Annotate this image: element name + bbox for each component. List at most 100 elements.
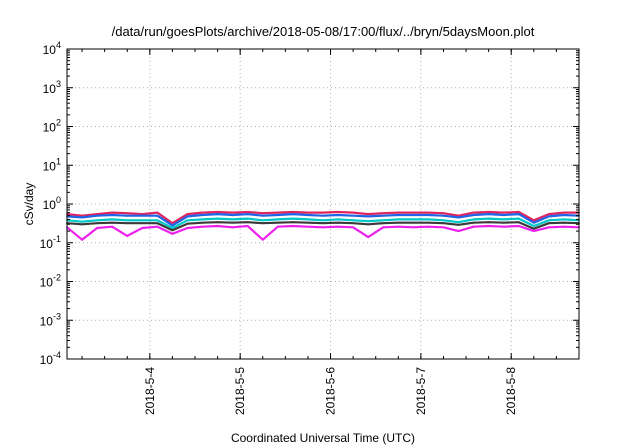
- data-point: [397, 214, 400, 216]
- data-point: [307, 221, 309, 224]
- data-point: [322, 226, 324, 229]
- data-point: [337, 225, 339, 228]
- data-point: [261, 238, 264, 241]
- data-point: [96, 222, 98, 225]
- data-point: [427, 225, 430, 228]
- data-point: [367, 213, 370, 216]
- data-point: [111, 214, 114, 216]
- data-point: [532, 219, 535, 222]
- data-point: [126, 212, 129, 215]
- y-tick-label: 10-3: [40, 311, 61, 328]
- data-point: [201, 218, 204, 221]
- data-point: [141, 219, 144, 222]
- data-point: [201, 211, 204, 214]
- data-point: [563, 225, 565, 228]
- data-point: [201, 221, 204, 224]
- data-point: [261, 212, 264, 215]
- data-point: [457, 216, 460, 219]
- data-point: [412, 226, 415, 229]
- data-point: [186, 219, 189, 222]
- data-point: [487, 221, 490, 224]
- data-point: [412, 221, 415, 224]
- data-point: [231, 218, 234, 221]
- data-point: [201, 225, 204, 228]
- data-point: [548, 226, 550, 229]
- data-point: [111, 211, 114, 214]
- data-point: [292, 221, 294, 224]
- data-point: [517, 213, 520, 216]
- data-point: [246, 217, 249, 220]
- data-point: [487, 211, 490, 213]
- data-point: [352, 211, 354, 214]
- data-point: [307, 214, 309, 216]
- data-point: [457, 223, 460, 226]
- x-tick-label: 2018-5-4: [143, 367, 157, 415]
- data-point: [126, 235, 129, 237]
- data-point: [186, 222, 189, 225]
- data-point: [472, 211, 475, 214]
- y-tick-label: 103: [43, 79, 61, 96]
- data-point: [397, 211, 400, 214]
- data-point: [427, 214, 430, 216]
- data-point: [487, 217, 490, 220]
- data-point: [276, 214, 279, 216]
- data-point: [382, 214, 385, 217]
- data-point: [186, 213, 189, 216]
- data-point: [397, 218, 400, 221]
- data-point: [352, 219, 354, 222]
- data-point: [96, 214, 98, 217]
- data-point: [563, 221, 565, 224]
- data-point: [292, 211, 294, 213]
- data-point: [487, 225, 490, 227]
- data-point: [246, 221, 249, 224]
- data-point: [442, 226, 445, 229]
- data-point: [442, 222, 445, 225]
- data-point: [427, 221, 430, 224]
- data-point: [548, 215, 550, 218]
- data-point: [96, 213, 98, 216]
- data-point: [216, 217, 219, 220]
- data-point: [517, 211, 520, 213]
- data-point: [382, 222, 385, 225]
- data-point: [261, 214, 264, 217]
- data-point: [322, 211, 324, 214]
- data-point: [563, 211, 565, 214]
- data-point: [261, 222, 264, 225]
- data-point: [171, 222, 174, 225]
- data-point: [337, 214, 339, 216]
- data-point: [171, 224, 174, 227]
- grid: [67, 49, 579, 359]
- data-point: [141, 214, 144, 217]
- data-point: [216, 213, 219, 216]
- data-point: [216, 221, 219, 224]
- data-point: [156, 225, 159, 228]
- data-point: [367, 215, 370, 218]
- data-point: [397, 221, 400, 224]
- data-point: [472, 221, 475, 224]
- data-point: [367, 220, 370, 223]
- data-point: [201, 214, 204, 216]
- data-point: [292, 225, 294, 227]
- series-group: [66, 210, 580, 241]
- chart-title: /data/run/goesPlots/archive/2018-05-08/1…: [112, 24, 535, 39]
- data-point: [156, 211, 159, 214]
- data-point: [337, 218, 339, 221]
- data-point: [563, 214, 565, 216]
- data-point: [337, 221, 339, 224]
- data-point: [457, 214, 460, 217]
- data-point: [156, 222, 159, 225]
- data-point: [487, 213, 490, 216]
- data-point: [81, 223, 83, 226]
- data-point: [231, 211, 234, 214]
- data-point: [216, 211, 219, 213]
- data-point: [81, 238, 83, 241]
- data-point: [81, 214, 83, 217]
- data-point: [532, 230, 535, 233]
- data-point: [472, 225, 475, 228]
- data-point: [126, 222, 129, 225]
- data-point: [382, 226, 385, 229]
- data-point: [261, 219, 264, 222]
- data-point: [442, 214, 445, 217]
- data-point: [322, 219, 324, 222]
- x-tick-label: 2018-5-6: [324, 367, 338, 415]
